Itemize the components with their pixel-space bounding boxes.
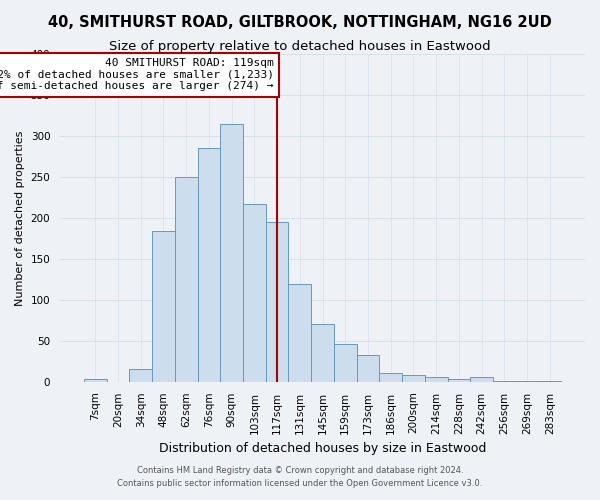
Bar — [266, 222, 289, 382]
Bar — [538, 381, 561, 382]
Bar — [289, 284, 311, 382]
Bar — [130, 368, 152, 382]
Text: Contains HM Land Registry data © Crown copyright and database right 2024.
Contai: Contains HM Land Registry data © Crown c… — [118, 466, 482, 487]
Bar — [379, 373, 402, 382]
Bar — [334, 344, 356, 382]
Bar — [220, 124, 243, 382]
Bar — [311, 324, 334, 382]
Bar — [515, 381, 538, 382]
Bar — [448, 378, 470, 382]
Bar — [152, 231, 175, 382]
Bar — [402, 376, 425, 382]
Bar — [493, 381, 515, 382]
X-axis label: Distribution of detached houses by size in Eastwood: Distribution of detached houses by size … — [159, 442, 486, 455]
Text: 40, SMITHURST ROAD, GILTBROOK, NOTTINGHAM, NG16 2UD: 40, SMITHURST ROAD, GILTBROOK, NOTTINGHA… — [48, 15, 552, 30]
Text: Size of property relative to detached houses in Eastwood: Size of property relative to detached ho… — [109, 40, 491, 53]
Bar — [470, 377, 493, 382]
Bar — [175, 177, 197, 382]
Bar — [243, 204, 266, 382]
Bar — [197, 148, 220, 382]
Bar — [84, 380, 107, 382]
Text: 40 SMITHURST ROAD: 119sqm
← 82% of detached houses are smaller (1,233)
18% of se: 40 SMITHURST ROAD: 119sqm ← 82% of detac… — [0, 58, 274, 92]
Bar — [425, 377, 448, 382]
Bar — [356, 355, 379, 382]
Y-axis label: Number of detached properties: Number of detached properties — [15, 130, 25, 306]
